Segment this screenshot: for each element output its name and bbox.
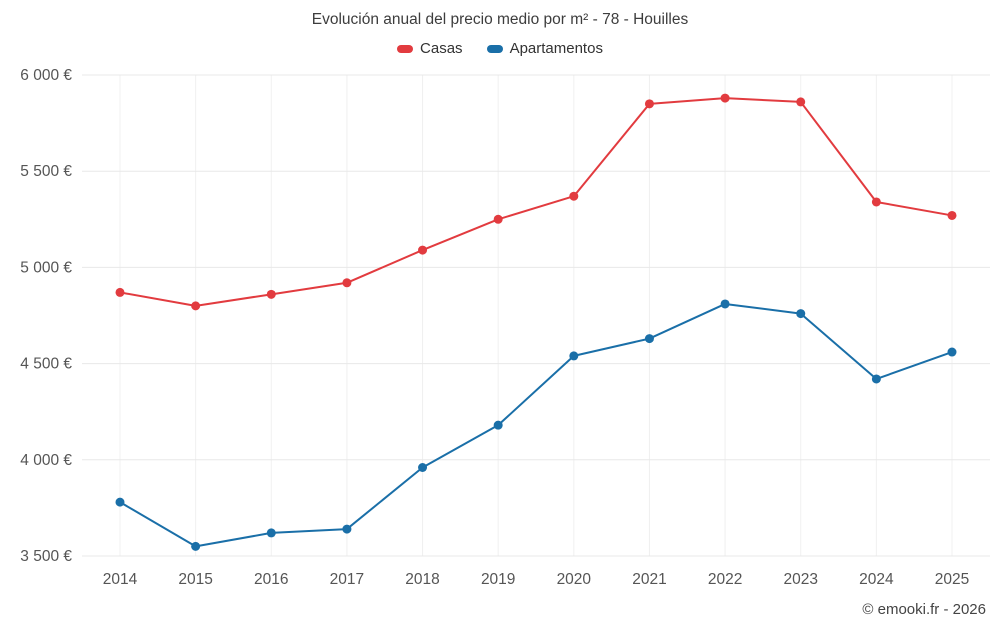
- data-point-apartamentos-2020[interactable]: [569, 351, 579, 361]
- data-point-casas-2015[interactable]: [191, 301, 201, 311]
- data-point-casas-2018[interactable]: [418, 245, 428, 255]
- chart-legend: Casas Apartamentos: [0, 40, 1000, 57]
- data-point-apartamentos-2021[interactable]: [644, 334, 654, 344]
- data-point-apartamentos-2025[interactable]: [947, 347, 957, 357]
- y-tick-label: 6 000 €: [20, 67, 72, 84]
- data-point-apartamentos-2024[interactable]: [871, 374, 881, 384]
- y-tick-label: 3 500 €: [20, 548, 72, 565]
- x-tick-label: 2019: [481, 571, 515, 588]
- legend-label-casas: Casas: [420, 40, 463, 57]
- data-point-apartamentos-2018[interactable]: [418, 462, 428, 472]
- series-line-apartamentos: [119, 302, 953, 548]
- data-point-casas-2022[interactable]: [720, 93, 730, 103]
- data-point-apartamentos-2014[interactable]: [115, 497, 125, 507]
- x-tick-label: 2023: [783, 571, 817, 588]
- casas-legend-marker-icon: [397, 44, 414, 53]
- data-point-casas-2020[interactable]: [569, 191, 579, 201]
- y-tick-label: 5 500 €: [20, 163, 72, 180]
- footer-credit-link[interactable]: © emooki.fr - 2026: [862, 601, 986, 618]
- data-point-casas-2016[interactable]: [266, 289, 276, 299]
- data-point-casas-2025[interactable]: [947, 210, 957, 220]
- data-point-apartamentos-2016[interactable]: [266, 528, 276, 538]
- data-point-casas-2019[interactable]: [493, 214, 503, 224]
- apartamentos-legend-marker-icon: [486, 44, 503, 53]
- y-tick-label: 5 000 €: [20, 259, 72, 276]
- x-tick-label: 2021: [632, 571, 666, 588]
- data-point-casas-2024[interactable]: [871, 197, 881, 207]
- data-point-apartamentos-2015[interactable]: [191, 541, 201, 551]
- legend-label-apartamentos: Apartamentos: [509, 40, 603, 57]
- x-tick-label: 2022: [708, 571, 742, 588]
- data-point-apartamentos-2022[interactable]: [720, 299, 730, 309]
- series-line-casas: [119, 97, 953, 307]
- data-point-apartamentos-2023[interactable]: [796, 309, 806, 319]
- y-tick-label: 4 500 €: [20, 356, 72, 373]
- x-tick-label: 2016: [254, 571, 288, 588]
- chart-title: Evolución anual del precio medio por m² …: [311, 11, 689, 28]
- x-tick-label: 2018: [405, 571, 439, 588]
- data-point-apartamentos-2019[interactable]: [493, 420, 503, 430]
- x-tick-label: 2020: [557, 571, 592, 588]
- x-tick-label: 2025: [935, 571, 969, 588]
- data-point-apartamentos-2017[interactable]: [342, 524, 352, 534]
- data-point-casas-2017[interactable]: [342, 278, 352, 288]
- legend-item-apartamentos[interactable]: Apartamentos: [486, 40, 603, 57]
- legend-item-casas[interactable]: Casas: [397, 40, 463, 57]
- data-point-casas-2021[interactable]: [644, 99, 654, 109]
- x-tick-label: 2014: [103, 571, 138, 588]
- y-tick-label: 4 000 €: [20, 452, 72, 469]
- data-point-casas-2014[interactable]: [115, 287, 125, 297]
- x-tick-label: 2024: [859, 571, 894, 588]
- x-tick-label: 2017: [330, 571, 364, 588]
- data-point-casas-2023[interactable]: [796, 97, 806, 107]
- x-tick-label: 2015: [178, 571, 212, 588]
